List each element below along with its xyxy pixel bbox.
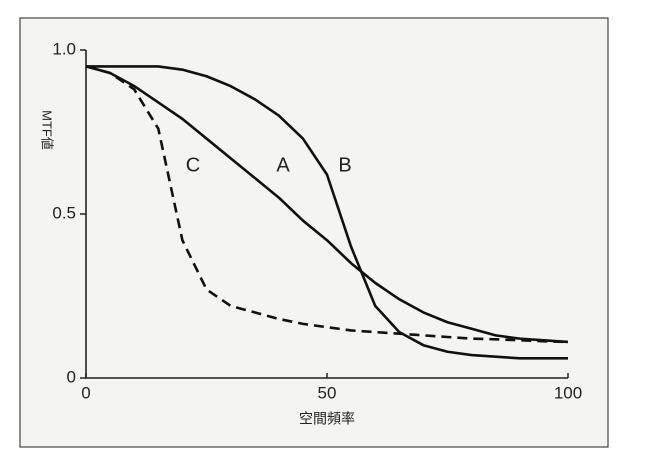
x-tick-label: 0 bbox=[81, 383, 90, 402]
y-tick-label: 0 bbox=[67, 367, 76, 386]
curve-label: A bbox=[276, 154, 290, 176]
curve bbox=[85, 65, 569, 344]
x-tick-label: 50 bbox=[318, 383, 337, 402]
y-tick-label: 1.0 bbox=[52, 39, 76, 58]
x-axis-label: 空間頻率 bbox=[299, 411, 355, 427]
curve-label: B bbox=[338, 154, 351, 176]
y-tick-label: 0.5 bbox=[52, 203, 76, 222]
y-axis-label: MTF値 bbox=[40, 110, 55, 150]
frame bbox=[19, 17, 609, 448]
curve-label: C bbox=[186, 154, 200, 176]
x-tick-label: 100 bbox=[554, 383, 582, 402]
curve bbox=[86, 65, 568, 360]
